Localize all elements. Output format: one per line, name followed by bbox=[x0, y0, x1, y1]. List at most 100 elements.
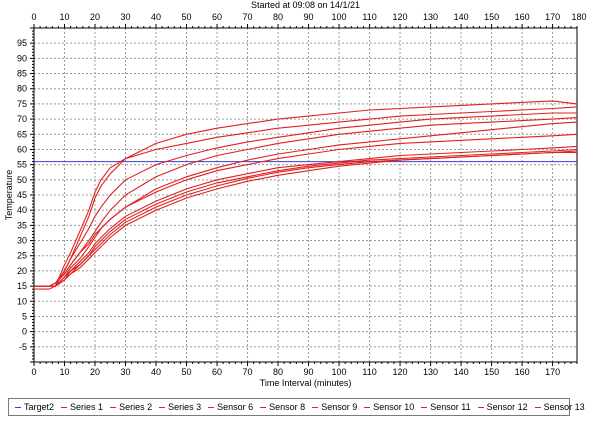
x-top-tick-label: 180 bbox=[571, 12, 586, 22]
x-tick-label: 70 bbox=[243, 367, 253, 377]
x-top-tick-label: 50 bbox=[182, 12, 192, 22]
legend-item-sensor-6: Sensor 6 bbox=[208, 402, 253, 412]
series-line-sensor-9 bbox=[34, 148, 577, 287]
legend-label: Sensor 9 bbox=[321, 402, 358, 412]
legend-item-target2: Target2 bbox=[15, 402, 54, 412]
y-tick-label: 70 bbox=[17, 114, 27, 124]
y-axis-label: Temperature bbox=[4, 170, 14, 221]
legend-swatch bbox=[61, 406, 68, 408]
y-tick-label: 30 bbox=[17, 236, 27, 246]
y-tick-label: 0 bbox=[22, 327, 27, 337]
x-tick-label: 140 bbox=[454, 367, 469, 377]
x-top-tick-label: 60 bbox=[212, 12, 222, 22]
series-line-sensor-11 bbox=[34, 121, 577, 287]
legend-label: Sensor 6 bbox=[217, 402, 254, 412]
x-top-tick-label: 150 bbox=[484, 12, 499, 22]
y-tick-label: 20 bbox=[17, 266, 27, 276]
y-tick-label: 95 bbox=[17, 38, 27, 48]
legend-swatch bbox=[364, 406, 371, 408]
x-tick-label: 110 bbox=[362, 367, 376, 377]
x-top-tick-label: 120 bbox=[393, 12, 408, 22]
legend-swatch bbox=[208, 406, 215, 408]
x-top-tick-label: 80 bbox=[273, 12, 283, 22]
y-tick-label: 75 bbox=[17, 99, 27, 109]
x-top-tick-label: 170 bbox=[545, 12, 560, 22]
legend-label: Sensor 11 bbox=[430, 402, 471, 412]
y-tick-label: -5 bbox=[19, 342, 27, 352]
y-tick-label: 60 bbox=[17, 144, 27, 154]
x-tick-label: 30 bbox=[121, 367, 131, 377]
y-tick-label: 55 bbox=[17, 160, 27, 170]
x-top-tick-label: 130 bbox=[423, 12, 438, 22]
x-tick-label: 80 bbox=[273, 367, 283, 377]
x-tick-label: 130 bbox=[423, 367, 438, 377]
legend-item-sensor-10: Sensor 10 bbox=[364, 402, 414, 412]
x-top-tick-label: 110 bbox=[362, 12, 376, 22]
y-tick-label: 35 bbox=[17, 220, 27, 230]
legend-label: Sensor 12 bbox=[486, 402, 528, 412]
legend-label: Series 1 bbox=[70, 402, 104, 412]
legend-item-series-2: Series 2 bbox=[110, 402, 152, 412]
y-tick-label: 25 bbox=[17, 251, 27, 261]
x-top-tick-label: 70 bbox=[243, 12, 253, 22]
x-tick-label: 90 bbox=[304, 367, 314, 377]
y-tick-label: 80 bbox=[17, 84, 27, 94]
x-tick-label: 40 bbox=[151, 367, 161, 377]
legend-item-sensor-8: Sensor 8 bbox=[260, 402, 305, 412]
x-tick-label: 10 bbox=[59, 367, 69, 377]
y-tick-label: 85 bbox=[17, 69, 27, 79]
y-tick-label: 45 bbox=[17, 190, 27, 200]
y-tick-label: 40 bbox=[17, 205, 27, 215]
y-tick-label: 5 bbox=[22, 311, 27, 321]
x-tick-label: 60 bbox=[212, 367, 222, 377]
y-tick-label: 10 bbox=[17, 296, 27, 306]
x-top-tick-label: 40 bbox=[151, 12, 161, 22]
legend-swatch bbox=[477, 406, 484, 408]
legend-item-series-1: Series 1 bbox=[61, 402, 103, 412]
x-top-tick-label: 30 bbox=[121, 12, 131, 22]
x-tick-label: 150 bbox=[484, 367, 499, 377]
x-tick-label: 170 bbox=[545, 367, 560, 377]
x-tick-label: 120 bbox=[393, 367, 408, 377]
x-tick-label: 160 bbox=[515, 367, 530, 377]
chart-title: Started at 09:08 on 14/1/21 bbox=[251, 0, 360, 10]
x-axis-label: Time Interval (minutes) bbox=[260, 378, 352, 388]
y-tick-label: 15 bbox=[17, 281, 27, 291]
x-tick-label: 0 bbox=[31, 367, 36, 377]
x-tick-label: 20 bbox=[90, 367, 100, 377]
legend-label: Series 3 bbox=[168, 402, 202, 412]
legend-item-series-3: Series 3 bbox=[159, 402, 201, 412]
legend-item-sensor-9: Sensor 9 bbox=[312, 402, 357, 412]
legend-label: Series 2 bbox=[119, 402, 153, 412]
x-top-tick-label: 160 bbox=[515, 12, 530, 22]
legend-swatch bbox=[110, 406, 117, 408]
x-top-tick-label: 0 bbox=[31, 12, 36, 22]
series-line-series-1 bbox=[34, 106, 577, 287]
legend-item-sensor-13: Sensor 13 bbox=[534, 402, 585, 412]
x-top-tick-label: 20 bbox=[90, 12, 100, 22]
legend-item-sensor-12: Sensor 12 bbox=[477, 402, 528, 412]
x-top-tick-label: 10 bbox=[59, 12, 69, 22]
y-tick-label: 90 bbox=[17, 53, 27, 63]
legend-label: Sensor 13 bbox=[543, 402, 585, 412]
legend-swatch bbox=[15, 406, 21, 408]
legend-label: Target2 bbox=[24, 402, 55, 412]
legend-swatch bbox=[260, 406, 267, 408]
legend-swatch bbox=[421, 406, 428, 408]
legend-label: Sensor 8 bbox=[269, 402, 306, 412]
series-line-sensor-13 bbox=[34, 151, 577, 287]
x-tick-label: 100 bbox=[332, 367, 347, 377]
x-top-tick-label: 140 bbox=[454, 12, 469, 22]
legend-item-sensor-11: Sensor 11 bbox=[421, 402, 471, 412]
legend-label: Sensor 10 bbox=[373, 402, 415, 412]
x-tick-label: 50 bbox=[182, 367, 192, 377]
legend-swatch bbox=[534, 406, 541, 408]
series-line-sensor-6 bbox=[34, 133, 577, 287]
legend-swatch bbox=[312, 406, 319, 408]
series-line-sensor-12 bbox=[34, 112, 577, 287]
y-tick-label: 50 bbox=[17, 175, 27, 185]
x-top-tick-label: 100 bbox=[332, 12, 347, 22]
legend-swatch bbox=[159, 406, 166, 408]
